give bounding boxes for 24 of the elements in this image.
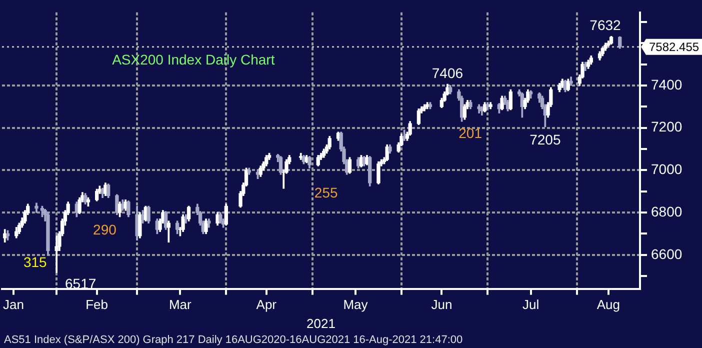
y-tick-label: 7200 [651, 118, 682, 135]
x-tick-label: May [343, 297, 368, 312]
y-tick-label: 7000 [651, 161, 682, 178]
y-tick-label: 6600 [651, 246, 682, 262]
annotation: 7406 [432, 65, 464, 82]
annotation: 255 [314, 184, 338, 200]
annotation: 201 [458, 124, 482, 141]
annotation: 7205 [530, 132, 561, 148]
x-tick-label: Jan [2, 297, 24, 312]
annotation: 290 [93, 222, 117, 238]
x-tick-label: Jul [522, 297, 540, 312]
x-tick-label: Mar [168, 297, 192, 312]
x-axis-title: 2021 [306, 316, 336, 331]
x-tick-label: Apr [256, 297, 278, 312]
x-tick-label: Jun [431, 297, 452, 312]
x-tick-label: Aug [596, 297, 620, 312]
annotation: 315 [23, 254, 48, 270]
text: AS51 Index (S&P/ASX 200) Graph 217 Daily 16AUG2020-16AUG2021 16-Aug-2021 21:47:00 [4, 334, 463, 346]
y-tick-label: 6800 [651, 203, 682, 220]
ref-line-label: 7582.455 [649, 40, 700, 54]
text: ASX200 Index Daily Chart [112, 51, 275, 68]
x-tick-label: Feb [86, 297, 108, 312]
annotation: 7632 [590, 17, 622, 34]
y-tick-label: 7400 [651, 76, 682, 92]
